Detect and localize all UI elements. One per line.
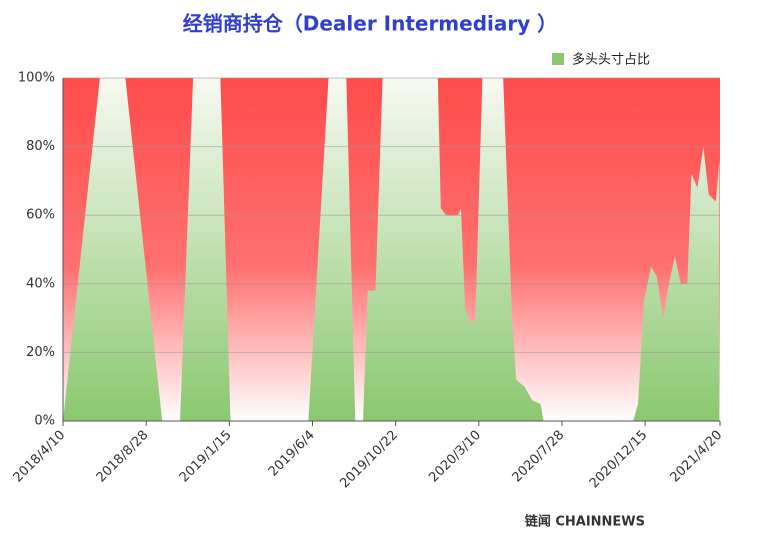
legend-swatch — [552, 53, 564, 65]
x-tick-label: 2020/7/28 — [510, 428, 568, 486]
x-tick-label: 2019/10/22 — [337, 428, 401, 492]
x-tick-label: 2018/8/28 — [94, 428, 152, 486]
footer-brand: 链闻 CHAINNEWS — [524, 514, 645, 530]
x-tick-label: 2018/4/10 — [11, 428, 69, 486]
area — [63, 78, 720, 421]
chart-title: 经销商持仓（Dealer Intermediary ） — [183, 12, 558, 36]
y-tick-label: 80% — [26, 139, 55, 154]
y-tick-label: 100% — [18, 71, 55, 86]
x-tick-label: 2020/12/15 — [587, 428, 651, 492]
x-tick-label: 2019/1/15 — [177, 428, 235, 486]
x-tick-label: 2020/3/10 — [426, 428, 484, 486]
x-tick-label: 2019/6/4 — [266, 428, 318, 480]
y-tick-label: 0% — [34, 414, 55, 429]
x-tick-label: 2021/4/20 — [668, 428, 726, 486]
y-tick-label: 60% — [26, 208, 55, 223]
y-tick-label: 40% — [26, 276, 55, 291]
y-tick-label: 20% — [26, 345, 55, 360]
legend-label: 多头头寸占比 — [572, 52, 650, 68]
